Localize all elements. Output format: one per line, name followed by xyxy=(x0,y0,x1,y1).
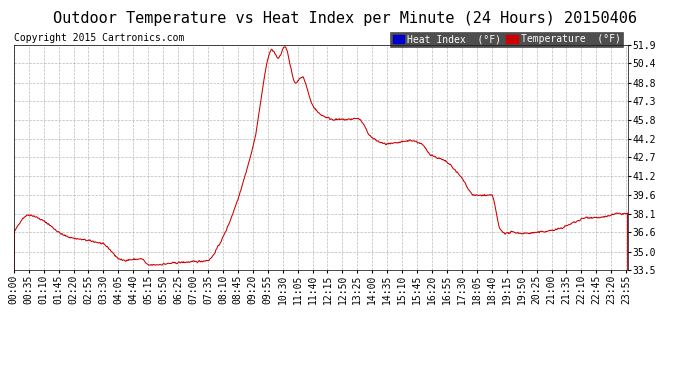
Text: Copyright 2015 Cartronics.com: Copyright 2015 Cartronics.com xyxy=(14,33,184,43)
Legend: Heat Index  (°F), Temperature  (°F): Heat Index (°F), Temperature (°F) xyxy=(391,32,623,47)
Text: Outdoor Temperature vs Heat Index per Minute (24 Hours) 20150406: Outdoor Temperature vs Heat Index per Mi… xyxy=(53,11,637,26)
